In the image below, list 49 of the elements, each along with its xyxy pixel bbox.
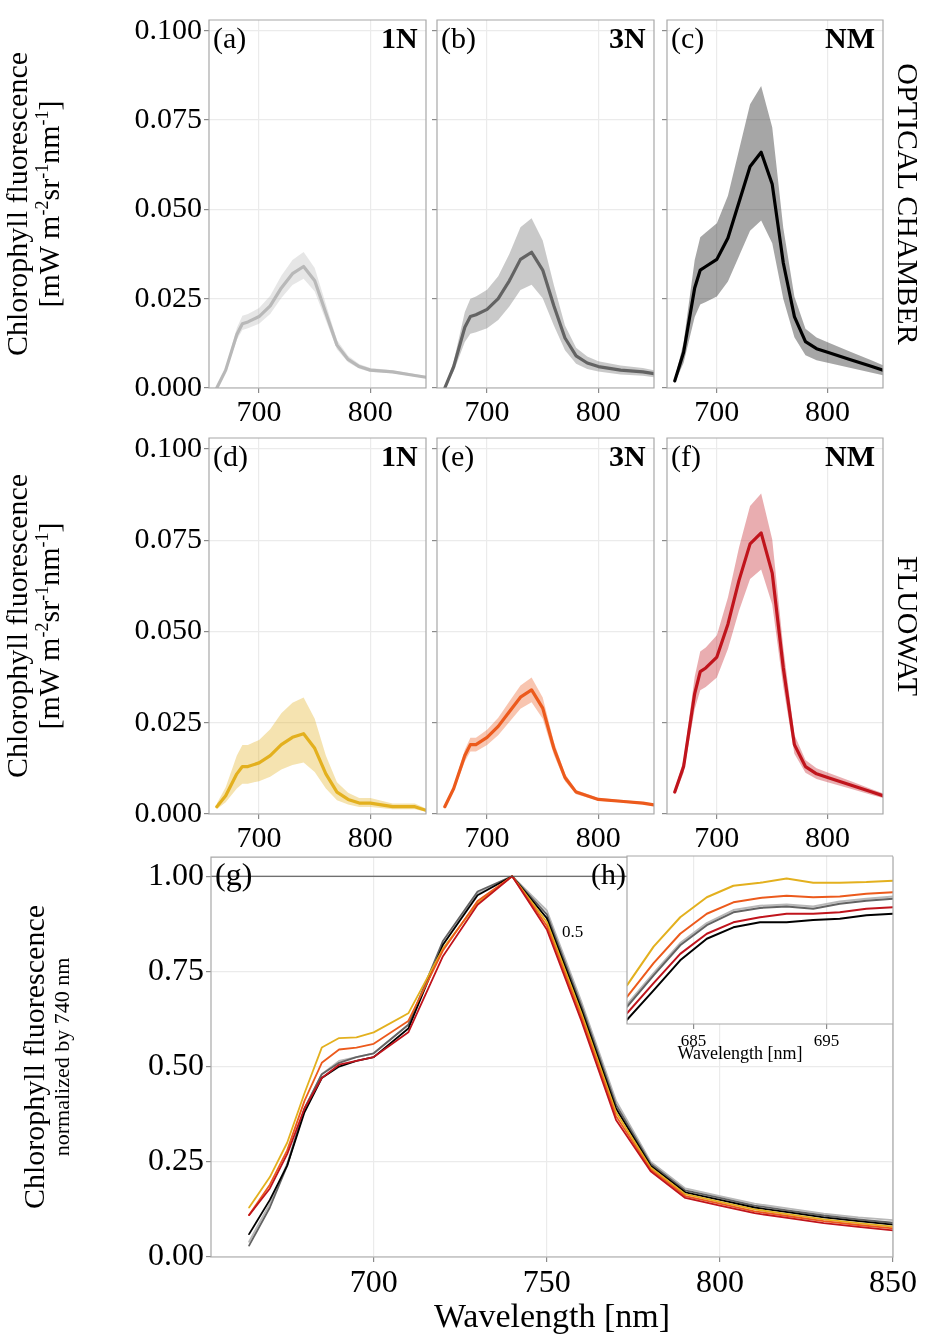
x-tick-label: 850: [869, 1262, 917, 1299]
y-tick-label: 0.25: [148, 1141, 204, 1178]
y-tick-label: 0.025: [134, 279, 202, 313]
y-tick-label: 0.050: [134, 190, 202, 224]
annotation: (e): [441, 439, 475, 472]
annotation: NM: [825, 21, 875, 54]
text: OPTICAL CHAMBER: [891, 63, 925, 345]
y-tick-label: 0.00: [148, 1236, 204, 1273]
y-tick-label: 0.000: [134, 794, 202, 828]
annotation: 3N: [609, 21, 646, 54]
x-axis-title: Wavelength [nm]: [434, 1297, 671, 1334]
y-tick-label: 0.075: [134, 521, 202, 555]
y-tick-label: 0.75: [148, 950, 204, 987]
x-tick-label: 800: [347, 819, 393, 853]
y-tick-label: 0.025: [134, 703, 202, 737]
x-tick-label: 800: [575, 393, 621, 427]
x-tick-label: 700: [236, 393, 282, 427]
x-tick-label: 695: [813, 1030, 840, 1050]
x-tick-label: 700: [694, 819, 740, 853]
x-tick-label: 800: [575, 819, 621, 853]
annotation: NM: [825, 439, 875, 472]
y-tick-label: 0.100: [134, 11, 202, 45]
x-tick-label: 800: [805, 393, 851, 427]
text: FLUOWAT: [891, 556, 925, 696]
y-tick-label: 0.050: [134, 612, 202, 646]
annotation: 0.5: [562, 921, 584, 941]
y-tick-label: 0.50: [148, 1046, 204, 1083]
y-tick-label: 1.00: [148, 855, 204, 892]
y-tick-label: 0.000: [134, 368, 202, 402]
annotation: (b): [441, 21, 476, 54]
annotation: 3N: [609, 439, 646, 472]
x-tick-label: 700: [236, 819, 282, 853]
annotation: (d): [213, 439, 248, 472]
annotation: (f): [671, 439, 701, 472]
x-tick-label: 800: [695, 1262, 744, 1299]
y-axis-title: Chlorophyll fluorescence normalized by 740 nm: [16, 904, 74, 1209]
annotation: 1N: [381, 21, 418, 54]
annotation: (a): [213, 21, 247, 54]
x-tick-label: 800: [805, 819, 851, 853]
x-tick-label: 700: [464, 393, 510, 427]
y-tick-label: 0.075: [134, 100, 202, 134]
y-tick-label: 0.100: [134, 429, 202, 463]
annotation: (c): [671, 21, 705, 54]
x-tick-label: 700: [349, 1262, 398, 1299]
annotation: 1N: [381, 439, 418, 472]
x-tick-label: 700: [464, 819, 510, 853]
x-tick-label: 800: [347, 393, 393, 427]
x-tick-label: 750: [522, 1262, 571, 1299]
x-tick-label: 700: [694, 393, 740, 427]
